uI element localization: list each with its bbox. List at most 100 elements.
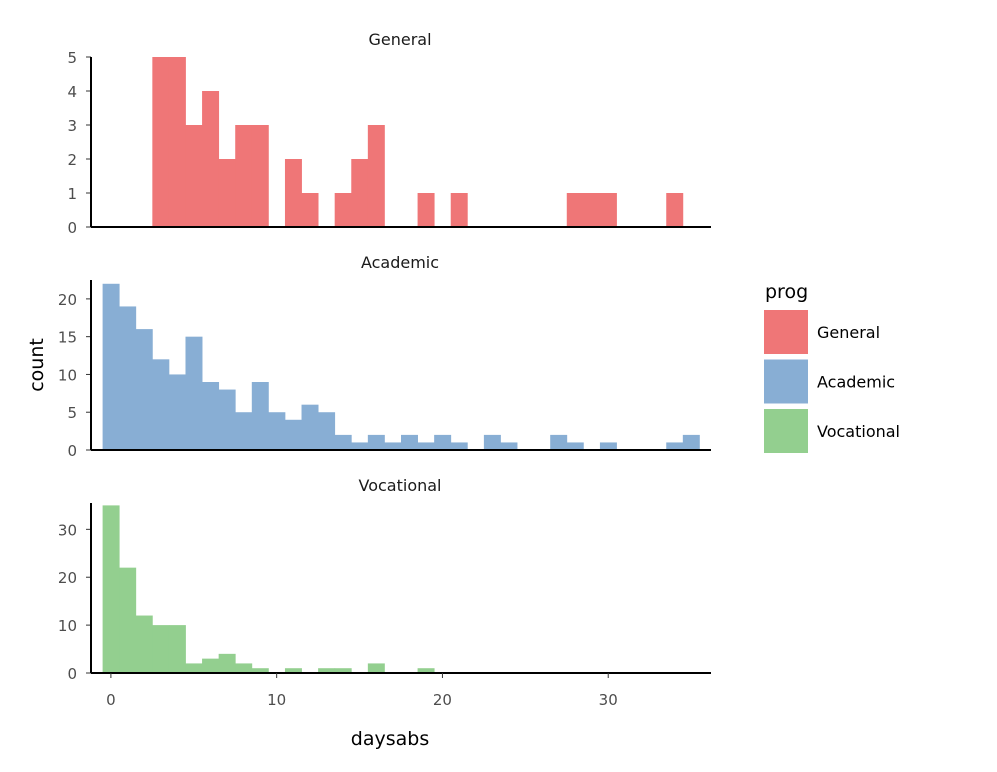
y-tick-label: 5	[67, 49, 77, 67]
x-tick-label: 0	[106, 691, 116, 709]
y-tick-label: 1	[67, 185, 77, 203]
histogram-bar	[318, 668, 336, 673]
x-ticks: 0 10 20 30	[106, 673, 618, 709]
y-tick-label: 15	[58, 329, 77, 347]
y-tick-label: 2	[67, 151, 77, 169]
y-tick-label: 0	[67, 442, 77, 460]
histogram-bar	[284, 668, 302, 673]
histogram-bar	[102, 283, 120, 450]
bars-vocational	[102, 505, 435, 673]
legend: prog General Academic Vocational	[764, 281, 900, 453]
y-tick-label: 5	[67, 404, 77, 422]
histogram-bar	[666, 193, 684, 227]
histogram-bar	[599, 193, 617, 227]
legend-key	[764, 359, 808, 404]
y-ticks: 0 10 20 30	[58, 521, 91, 683]
legend-label: Academic	[817, 373, 895, 392]
histogram-bar	[218, 653, 236, 673]
histogram-bar	[301, 404, 319, 450]
histogram-bar	[334, 668, 352, 673]
histogram-bar	[318, 412, 336, 450]
histogram-bar	[202, 658, 220, 673]
histogram-bar	[235, 412, 253, 450]
histogram-bar	[367, 125, 385, 227]
histogram-bar	[334, 193, 352, 227]
histogram-bar	[666, 442, 684, 450]
histogram-bar	[218, 389, 236, 450]
histogram-bar	[583, 193, 601, 227]
histogram-bar	[483, 434, 501, 450]
histogram-bar	[566, 193, 584, 227]
x-tick-label: 20	[433, 691, 452, 709]
y-tick-label: 3	[67, 117, 77, 135]
histogram-bar	[284, 419, 302, 450]
histogram-bar	[102, 505, 120, 673]
histogram-bar	[301, 193, 319, 227]
histogram-bar	[218, 159, 236, 227]
histogram-bar	[251, 125, 269, 227]
histogram-bar	[550, 434, 568, 450]
y-tick-label: 30	[58, 521, 77, 539]
histogram-bar	[185, 336, 203, 450]
histogram-bar	[599, 442, 617, 450]
histogram-bar	[566, 442, 584, 450]
histogram-bar	[334, 434, 352, 450]
histogram-bar	[135, 615, 153, 673]
legend-label: General	[817, 323, 880, 342]
histogram-bar	[351, 442, 369, 450]
y-tick-label: 0	[67, 219, 77, 237]
facet-strip-label: General	[368, 30, 431, 49]
y-ticks: 0 1 2 3 4 5	[67, 49, 91, 237]
y-axis-title: count	[26, 338, 48, 392]
histogram-bar	[119, 567, 137, 673]
histogram-bar	[202, 382, 220, 450]
facet-strip-label: Academic	[361, 253, 439, 272]
histogram-bar	[417, 442, 435, 450]
y-tick-label: 0	[67, 665, 77, 683]
histogram-bar	[450, 193, 468, 227]
histogram-bar	[367, 434, 385, 450]
histogram-bar	[417, 668, 435, 673]
legend-key	[764, 409, 808, 453]
histogram-bar	[351, 159, 369, 227]
y-tick-label: 10	[58, 366, 77, 384]
histogram-bar	[235, 125, 253, 227]
histogram-bar	[284, 159, 302, 227]
histogram-bar	[682, 434, 700, 450]
histogram-bar	[401, 434, 418, 450]
histogram-bar	[152, 57, 170, 227]
facet-panel-academic: Academic 0 5 10 15 20	[58, 253, 711, 460]
histogram-bar	[367, 663, 385, 673]
histogram-bar	[185, 663, 203, 673]
histogram-bar	[500, 442, 518, 450]
facet-panel-vocational: Vocational 0 10 20 30	[58, 476, 711, 683]
histogram-bar	[235, 663, 253, 673]
bars-academic	[102, 283, 700, 450]
histogram-bar	[168, 57, 186, 227]
y-tick-label: 10	[58, 617, 77, 635]
legend-label: Vocational	[817, 422, 900, 441]
y-tick-label: 20	[58, 569, 77, 587]
histogram-bar	[450, 442, 468, 450]
legend-title: prog	[765, 281, 808, 303]
histogram-bar	[251, 382, 269, 450]
histogram-bar	[202, 91, 220, 227]
histogram-bar	[268, 412, 286, 450]
y-tick-label: 20	[58, 291, 77, 309]
legend-items: General Academic Vocational	[764, 310, 900, 453]
facet-strip-label: Vocational	[359, 476, 442, 495]
histogram-bar	[417, 193, 435, 227]
histogram-bar	[152, 359, 170, 450]
histogram-bar	[152, 625, 170, 673]
histogram-bar	[185, 125, 203, 227]
bars-general	[152, 57, 684, 227]
histogram-bar	[119, 306, 137, 450]
histogram-bar	[434, 434, 452, 450]
y-ticks: 0 5 10 15 20	[58, 291, 91, 460]
histogram-bar	[384, 442, 402, 450]
x-axis-title: daysabs	[351, 728, 429, 750]
histogram-bar	[168, 374, 186, 450]
x-tick-label: 10	[267, 691, 286, 709]
y-tick-label: 4	[67, 83, 77, 101]
